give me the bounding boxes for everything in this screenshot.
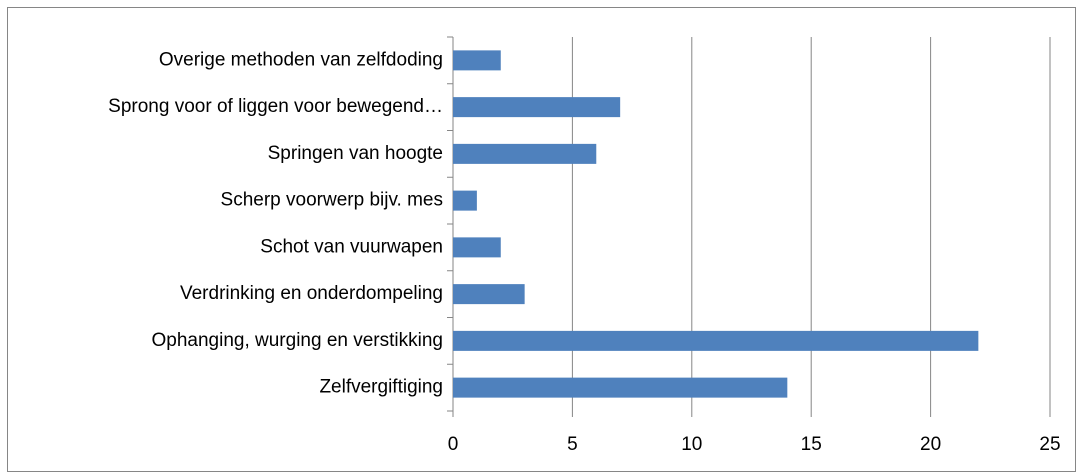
x-tick-label: 20	[920, 434, 941, 455]
bar	[453, 377, 788, 398]
bar	[453, 190, 477, 211]
y-tick-label: Scherp voorwerp bijv. mes	[221, 190, 443, 211]
x-tick-label: 25	[1039, 434, 1060, 455]
y-tick-label: Zelfvergiftiging	[319, 377, 443, 398]
y-tick-label: Overige methoden van zelfdoding	[159, 49, 443, 70]
bar	[453, 237, 501, 258]
y-tick-label: Springen van hoogte	[268, 143, 443, 164]
bar	[453, 143, 597, 164]
bar	[453, 330, 979, 351]
y-tick-label: Sprong voor of liggen voor bewegend…	[108, 96, 443, 117]
y-tick-label: Ophanging, wurging en verstikking	[151, 330, 443, 351]
x-tick-label: 5	[567, 434, 578, 455]
bar	[453, 97, 621, 118]
x-tick-label: 10	[681, 434, 702, 455]
x-tick-label: 0	[448, 434, 459, 455]
y-tick-label: Schot van vuurwapen	[260, 236, 443, 257]
chart-border	[7, 7, 1076, 472]
bar	[453, 284, 525, 305]
bar	[453, 50, 501, 71]
y-tick-label: Verdrinking en onderdompeling	[180, 283, 443, 304]
x-tick-label: 15	[801, 434, 822, 455]
